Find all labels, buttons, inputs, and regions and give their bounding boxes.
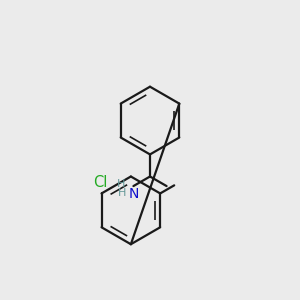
Text: N: N	[128, 187, 139, 201]
Text: Cl: Cl	[93, 175, 107, 190]
Text: H: H	[118, 188, 127, 198]
Text: H: H	[117, 179, 125, 189]
